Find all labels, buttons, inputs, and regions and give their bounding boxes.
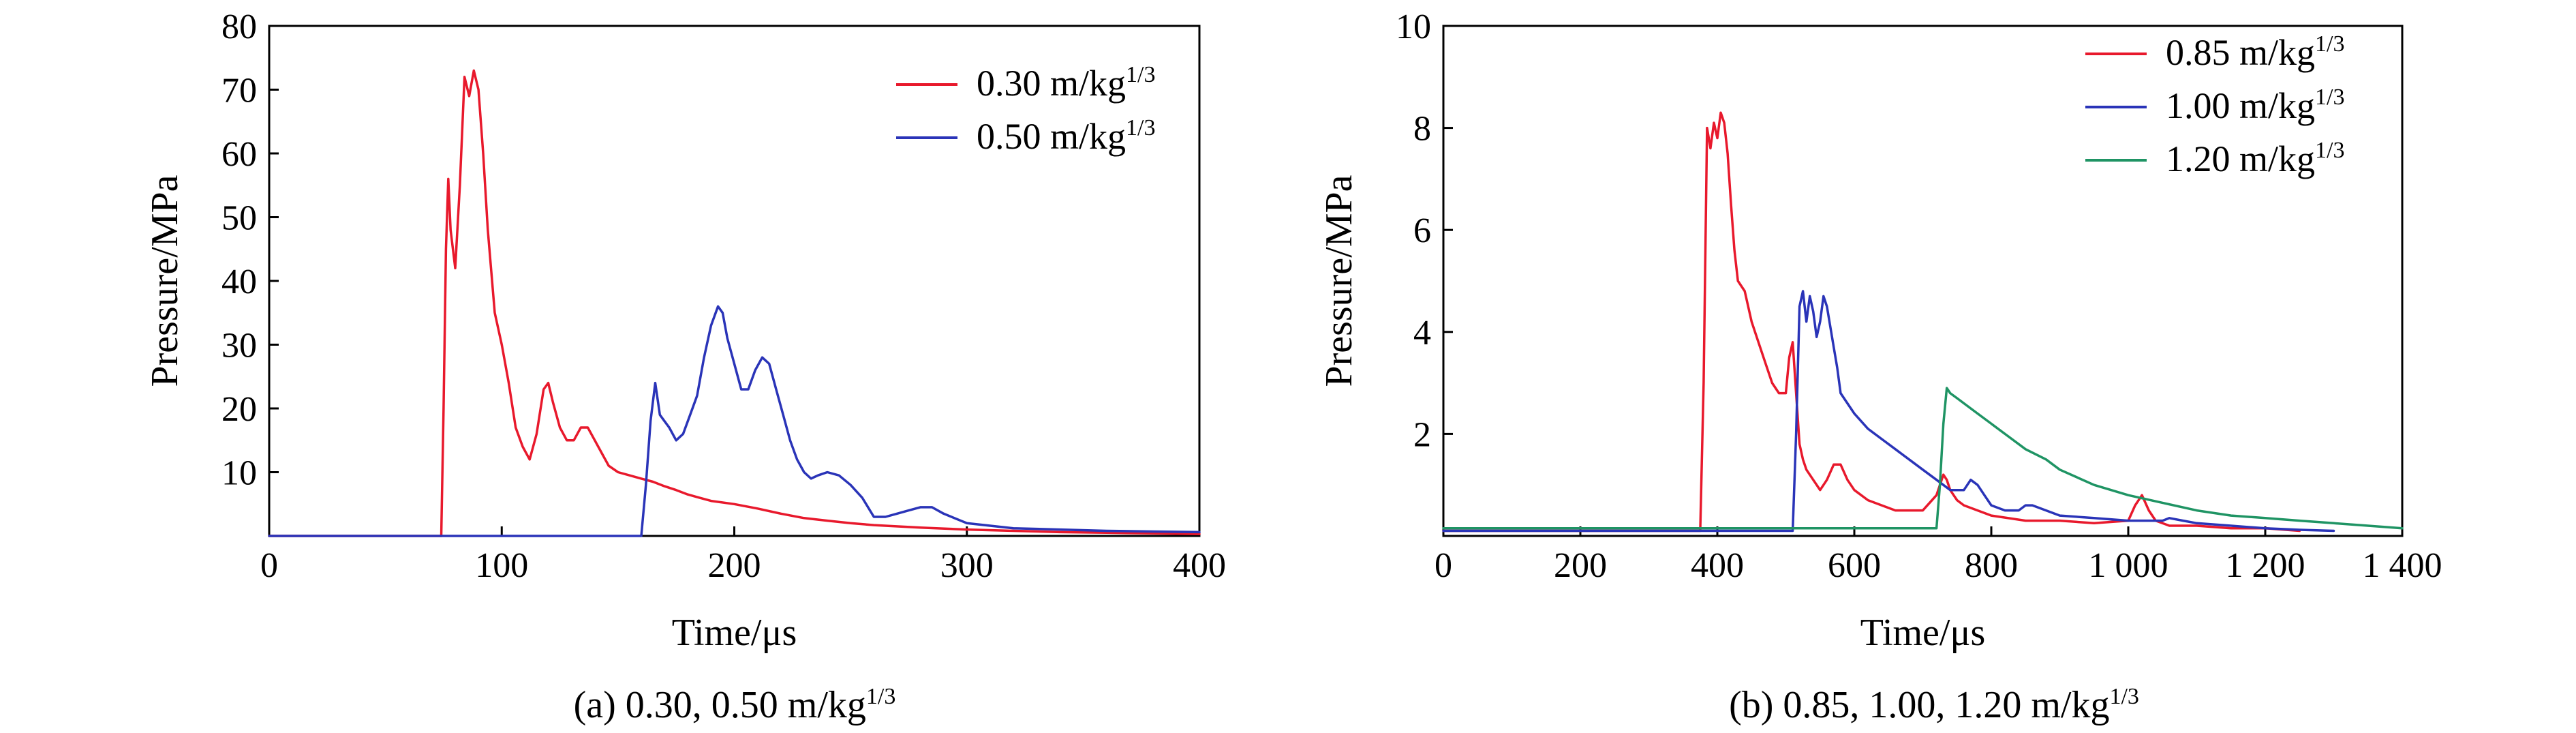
legend-label-2-sup: 1/3 [2315,138,2344,163]
legend-label-1: 1.00 m/kg1/3 [2166,85,2344,126]
x-tick-label: 200 [708,546,761,585]
legend-label-2: 1.20 m/kg1/3 [2166,138,2344,179]
figure-caption: (a) 0.30, 0.50 m/kg1/3 [574,684,896,726]
series-line-1 [1442,290,2335,533]
x-axis-title: Time/μs [1860,612,1986,654]
x-axis-title: Time/μs [672,612,797,654]
chart-panel-a: 0 100 200 300 400 10 20 30 40 50 60 70 80 Time/μs Pres… [144,8,1226,726]
y-tick-label: 60 [221,135,257,174]
legend-label-1-text: 0.50 m/kg [977,116,1126,157]
figure-caption-text: (a) 0.30, 0.50 m/kg [574,684,866,726]
y-tick-label: 4 [1413,314,1431,353]
chart-panel-b: 0 200 400 600 800 1 000 1 200 1 400 2 4 6 8 10 Time/μ… [1318,8,2442,726]
y-axis-title: Pressure/MPa [144,175,186,387]
figure-caption-text: (b) 0.85, 1.00, 1.20 m/kg [1729,684,2109,726]
y-tick-label: 30 [221,327,257,365]
legend-label-2-text: 1.20 m/kg [2166,138,2315,179]
legend-label-0-sup: 1/3 [2315,31,2344,57]
series-line-1 [268,305,1201,537]
series-line-2 [1442,387,2404,530]
y-tick-label: 70 [221,72,257,110]
y-axis-title: Pressure/MPa [1318,175,1360,387]
x-tick-label: 300 [940,546,994,585]
plot-frame [1442,25,2404,537]
figure-caption: (b) 0.85, 1.00, 1.20 m/kg1/3 [1729,684,2139,726]
series-line-0 [268,69,1201,537]
legend-label-1-sup: 1/3 [1126,115,1155,140]
x-tick-label: 0 [260,546,278,585]
legend-label-0-text: 0.30 m/kg [977,63,1126,104]
x-tick-label: 800 [1965,546,2018,585]
legend-label-1: 0.50 m/kg1/3 [977,115,1155,157]
y-tick-label: 2 [1413,415,1431,454]
y-tick-label: 8 [1413,110,1431,149]
y-tick-label: 6 [1413,211,1431,250]
legend-label-1-text: 1.00 m/kg [2166,85,2315,126]
x-tick-label: 0 [1435,546,1452,585]
x-tick-label: 600 [1828,546,1881,585]
y-tick-label: 10 [221,454,257,493]
x-tick-label: 400 [1691,546,1744,585]
x-tick-label: 1 400 [2363,546,2442,585]
x-tick-label: 400 [1173,546,1226,585]
x-tick-label: 100 [475,546,528,585]
legend-label-0: 0.30 m/kg1/3 [977,62,1155,104]
legend-label-0: 0.85 m/kg1/3 [2166,31,2344,73]
x-tick-label: 1 000 [2089,546,2168,585]
x-tick-label: 200 [1554,546,1607,585]
y-tick-label: 10 [1396,8,1431,46]
legend-label-0-text: 0.85 m/kg [2166,32,2315,73]
y-tick-label: 80 [221,8,257,46]
figure-caption-sup: 1/3 [2109,684,2138,709]
y-tick-label: 50 [221,199,257,238]
series-line-0 [1442,111,2301,533]
figure-caption-sup: 1/3 [866,684,895,709]
y-tick-label: 40 [221,263,257,301]
y-tick-label: 20 [221,390,257,429]
legend-label-0-sup: 1/3 [1126,62,1155,87]
x-tick-label: 1 200 [2226,546,2305,585]
legend-label-1-sup: 1/3 [2315,85,2344,110]
